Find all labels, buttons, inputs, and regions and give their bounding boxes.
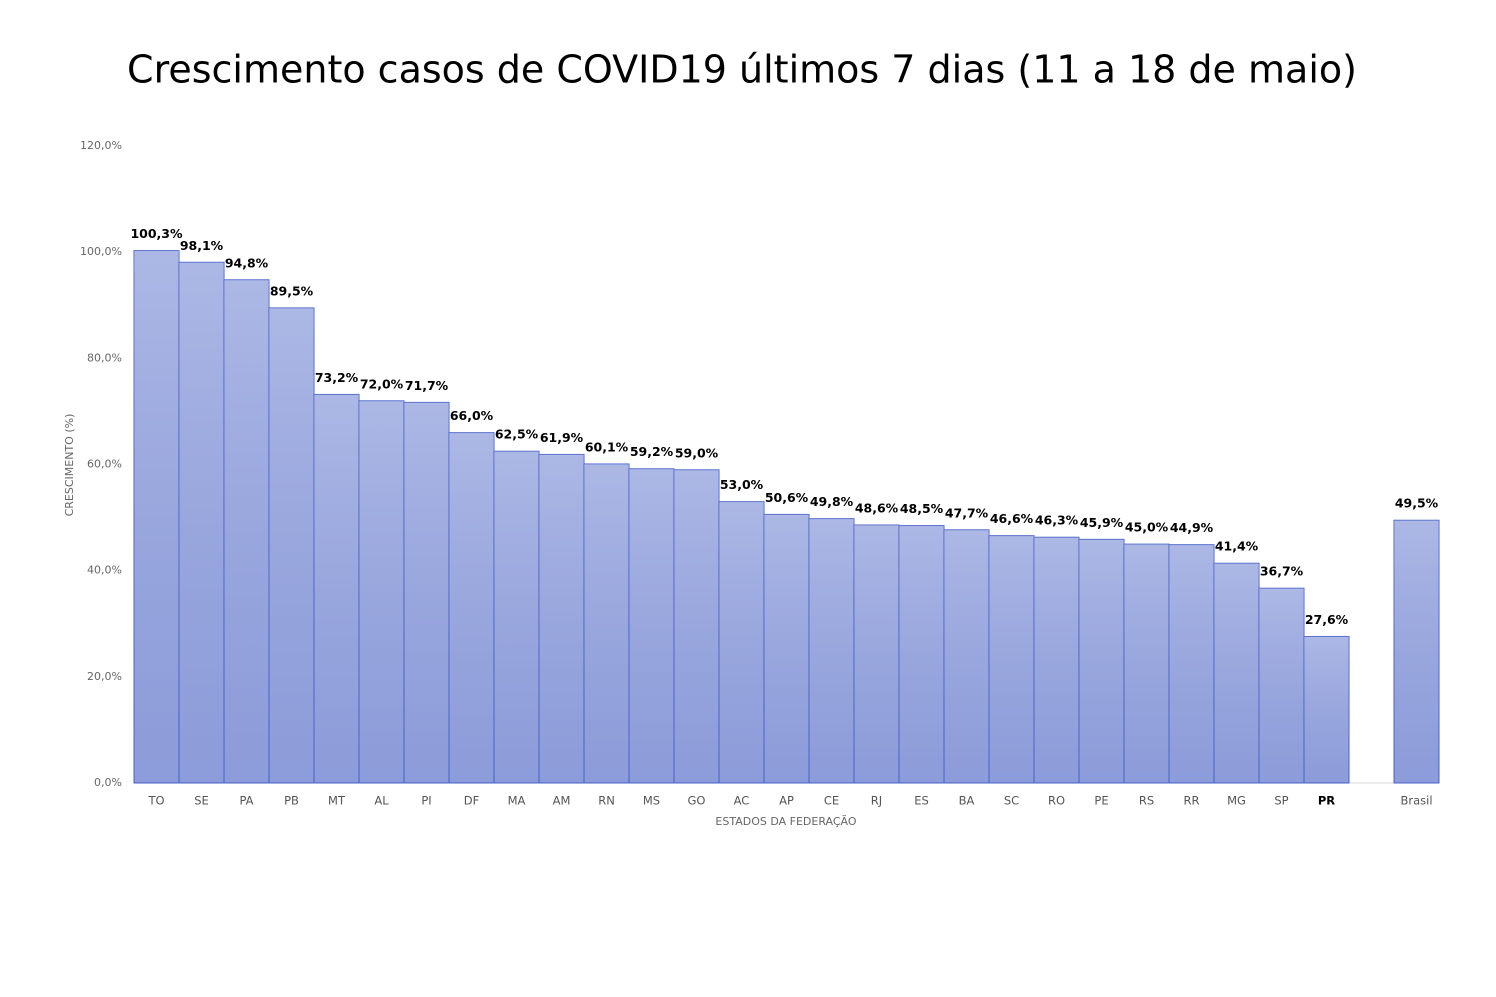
bar [1213,562,1260,784]
value-label: 45,0% [1125,520,1169,535]
bar [808,518,855,784]
value-label: 59,2% [630,444,674,459]
value-label: 59,0% [675,445,719,460]
x-tick-label: RR [1184,794,1200,808]
bar [538,453,585,784]
x-tick-label: BA [959,794,975,808]
x-tick-label: RS [1139,794,1154,808]
bar [943,529,990,784]
bar [853,524,900,784]
bar [448,432,495,784]
bar [178,261,225,784]
x-tick-label: MA [508,794,526,808]
bar [358,400,405,784]
x-tick-label: GO [688,794,706,808]
y-axis-title: CRESCIMENTO (%) [63,414,76,517]
x-tick-label: PI [421,794,431,808]
value-label: 36,7% [1260,564,1304,579]
bar [1123,543,1170,784]
value-label: 94,8% [225,255,269,270]
x-tick-label: PA [239,794,253,808]
value-label: 47,7% [945,505,989,520]
value-label: 49,8% [810,494,854,509]
value-label: 66,0% [450,408,494,423]
value-label: 73,2% [315,370,359,385]
bar [133,250,180,784]
x-tick-label: AC [734,794,750,808]
bar [313,393,360,784]
x-tick-label: PR [1318,794,1335,808]
y-tick-label: 0,0% [94,776,122,789]
value-label: 48,6% [855,501,899,516]
y-tick-label: 80,0% [87,351,122,364]
x-axis-title: ESTADOS DA FEDERAÇÃO [715,815,856,828]
x-tick-label: RJ [871,794,882,808]
bar [583,463,630,784]
bar [988,535,1035,784]
x-tick-label: SP [1274,794,1288,808]
bar [763,513,810,784]
value-label: 46,6% [990,511,1034,526]
x-tick-label: RO [1048,794,1065,808]
bar [493,450,540,784]
value-label: 89,5% [270,283,314,298]
bar [718,501,765,784]
x-tick-label: AP [779,794,794,808]
chart-title: Crescimento casos de COVID19 últimos 7 d… [127,48,1357,92]
x-tick-label: TO [147,794,164,808]
bar [1078,538,1125,784]
bar [1168,544,1215,784]
value-label: 49,5% [1395,496,1439,511]
value-label: 71,7% [405,378,449,393]
bar [1393,519,1440,784]
bar [223,279,270,784]
y-tick-label: 120,0% [80,139,122,152]
value-label: 27,6% [1305,612,1349,627]
value-label: 53,0% [720,477,764,492]
x-tick-label: RN [598,794,615,808]
value-label: 48,5% [900,501,944,516]
bar [1258,587,1305,784]
x-tick-label: MT [328,794,346,808]
bar [628,468,675,784]
value-label: 50,6% [765,490,809,505]
x-tick-label: CE [824,794,839,808]
x-tick-label: PE [1094,794,1108,808]
y-tick-label: 60,0% [87,458,122,471]
bar [403,401,450,784]
bar [673,469,720,784]
x-tick-label: ES [914,794,929,808]
x-tick-label: DF [464,794,479,808]
x-tick-label: SC [1004,794,1019,808]
x-tick-label: AM [553,794,571,808]
value-label: 45,9% [1080,515,1124,530]
bar [268,307,315,784]
y-tick-label: 20,0% [87,670,122,683]
value-label: 98,1% [180,238,224,253]
value-label: 72,0% [360,376,404,391]
value-label: 44,9% [1170,520,1214,535]
x-tick-label: MG [1227,794,1246,808]
y-tick-label: 100,0% [80,245,122,258]
value-label: 41,4% [1215,539,1259,554]
bar [1303,635,1350,784]
x-tick-label: PB [284,794,299,808]
x-tick-label: AL [374,794,389,808]
value-label: 61,9% [540,430,584,445]
value-label: 100,3% [130,226,183,241]
value-label: 60,1% [585,439,629,454]
x-tick-label: SE [194,794,209,808]
x-tick-label: Brasil [1400,794,1432,808]
value-label: 62,5% [495,427,539,442]
y-tick-label: 40,0% [87,564,122,577]
value-label: 46,3% [1035,513,1079,528]
bar [1033,536,1080,784]
bar [898,525,945,784]
x-tick-label: MS [643,794,660,808]
